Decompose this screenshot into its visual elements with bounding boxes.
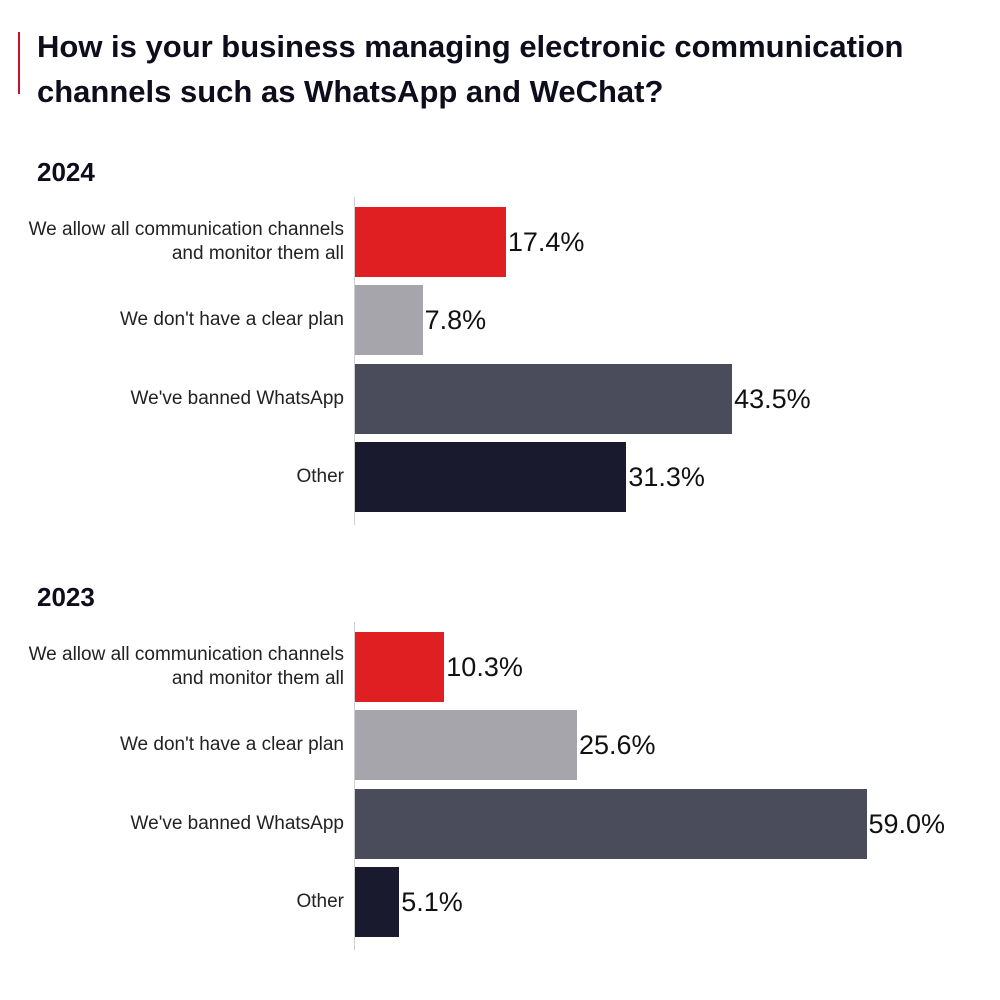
category-label-no-clear-plan: We don't have a clear plan [119, 309, 344, 331]
title-accent-bar [18, 32, 20, 94]
bar-banned-whatsapp [355, 363, 733, 434]
chart-panel-2024: 2024 We allow all communication channels… [0, 157, 1000, 527]
value-label-no-clear-plan: 25.6% [578, 730, 656, 761]
category-label-banned-whatsapp: We've banned WhatsApp [130, 812, 344, 834]
category-label-allow-monitor: We allow all communication channels and … [28, 219, 344, 264]
value-label-allow-monitor: 10.3% [446, 652, 523, 682]
category-axis-line [354, 622, 355, 950]
bar-no-clear-plan [355, 710, 577, 781]
bar-no-clear-plan [355, 285, 423, 356]
category-label-other: Other [296, 891, 344, 913]
bar-allow-monitor [355, 632, 445, 702]
value-label-banned-whatsapp: 59.0% [868, 808, 946, 839]
chart-title: How is your business managing electronic… [37, 29, 904, 109]
category-label-banned-whatsapp: We've banned WhatsApp [130, 387, 344, 409]
value-label-allow-monitor: 17.4% [507, 227, 585, 257]
category-label-allow-monitor: We allow all communication channels and … [28, 644, 344, 689]
bar-other [355, 442, 627, 513]
category-label-no-clear-plan: We don't have a clear plan [119, 734, 344, 756]
category-axis-line [354, 197, 355, 525]
bar-allow-monitor [355, 207, 506, 277]
value-label-no-clear-plan: 7.8% [424, 305, 487, 336]
value-label-banned-whatsapp: 43.5% [734, 383, 811, 414]
bar-other [355, 867, 400, 938]
panel-title: 2024 [37, 157, 95, 187]
category-label-other: Other [296, 466, 344, 488]
value-label-other: 31.3% [628, 462, 705, 493]
panel-title: 2023 [37, 582, 95, 612]
chart-panel-2023: 2023 We allow all communication channels… [0, 582, 1000, 952]
value-label-other: 5.1% [401, 887, 463, 918]
bar-banned-whatsapp [355, 788, 867, 859]
